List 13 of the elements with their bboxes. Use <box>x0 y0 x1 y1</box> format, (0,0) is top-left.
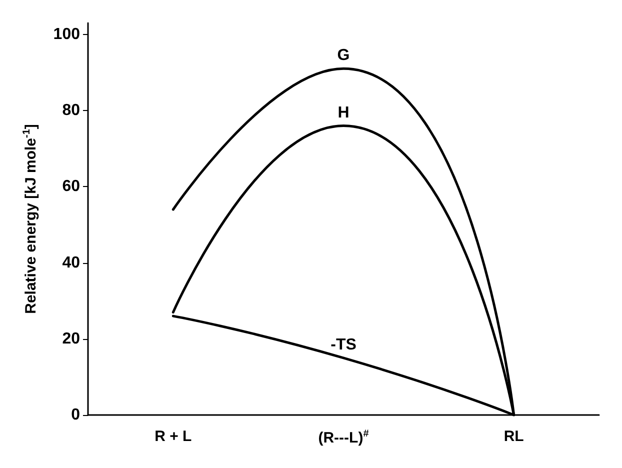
y-tick-label: 20 <box>62 330 80 348</box>
series-label: G <box>337 47 350 64</box>
series-label: -TS <box>330 336 357 354</box>
y-tick-label: 40 <box>62 254 80 272</box>
x-tick-label: RL <box>504 428 524 445</box>
y-tick-label: 80 <box>62 102 80 120</box>
series-label: H <box>338 104 350 122</box>
y-tick-label: 0 <box>71 406 80 424</box>
x-tick-label: R + L <box>154 428 192 445</box>
y-tick-label: 60 <box>62 178 80 196</box>
x-tick-label: (R---L)# <box>318 428 370 446</box>
y-axis-title: Relative energy [kJ mole-1] <box>22 124 40 314</box>
y-tick-label: 100 <box>53 26 80 43</box>
